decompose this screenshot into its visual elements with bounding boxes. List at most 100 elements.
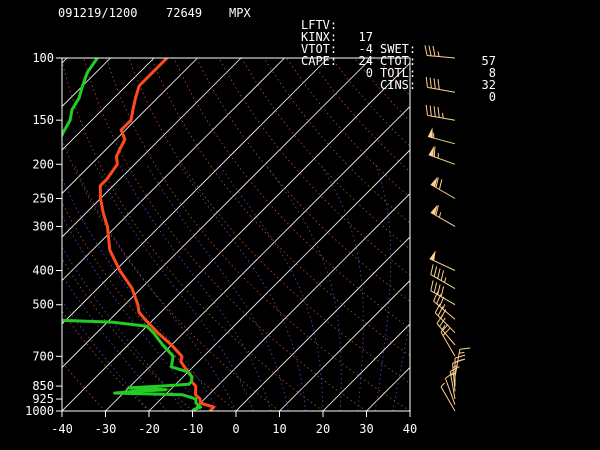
isotherm-line — [192, 192, 410, 411]
wind-barb — [454, 347, 471, 377]
dry-adiabat-line — [62, 258, 193, 411]
wind-barb — [427, 127, 456, 145]
pressure-tick-label: 1000 — [25, 404, 54, 418]
moist-adiabat-line — [62, 246, 185, 411]
dry-adiabat-line — [353, 58, 410, 122]
isotherm-line — [235, 236, 410, 411]
pressure-tick-label: 300 — [32, 219, 54, 233]
temperature-tick-label: 40 — [403, 422, 417, 436]
wind-barb — [430, 176, 456, 199]
index-value: 0 — [488, 90, 496, 104]
dry-adiabat-line — [62, 310, 150, 411]
dry-adiabat-line — [422, 58, 600, 411]
wind-barb — [428, 146, 456, 165]
wind-barb — [425, 104, 456, 121]
pressure-tick-label: 850 — [32, 379, 54, 393]
pressure-tick-label: 925 — [32, 392, 54, 406]
dry-adiabat-line — [399, 58, 410, 71]
wind-barb — [452, 359, 463, 392]
index-name: VTOT: — [301, 42, 338, 56]
temperature-tick-label: -40 — [51, 422, 73, 436]
index-value: 32 — [481, 78, 496, 92]
dry-adiabat-line — [308, 58, 410, 173]
pressure-tick-label: 150 — [32, 113, 54, 127]
isotherm-line — [148, 149, 410, 411]
temperature-tick-label: 10 — [272, 422, 286, 436]
dry-adiabat-line — [62, 59, 324, 411]
isotherm-line — [62, 58, 198, 195]
dry-adiabat-line — [196, 58, 410, 303]
moist-adiabat-line — [265, 164, 342, 411]
dry-adiabat-line — [241, 58, 410, 250]
isotherm-line — [105, 105, 410, 411]
wind-barb — [444, 371, 456, 405]
temperature-tick-label: 30 — [359, 422, 373, 436]
temperature-tick-label: 0 — [232, 422, 239, 436]
temperature-tick-label: -30 — [95, 422, 117, 436]
sounding-profiles — [62, 58, 216, 411]
dry-adiabat-line — [83, 58, 367, 411]
wind-barb — [430, 204, 456, 227]
moist-adiabat-line — [118, 164, 272, 411]
index-value: 57 — [481, 54, 496, 68]
pressure-tick-label: 250 — [32, 191, 54, 205]
dry-adiabat-line — [467, 58, 600, 411]
wind-barbs — [424, 45, 471, 412]
wind-barb — [430, 280, 456, 306]
wind-barb — [454, 354, 466, 387]
wind-barb — [434, 303, 456, 334]
isotherm-line — [62, 58, 155, 151]
dry-adiabat-line — [331, 58, 410, 147]
wind-barb — [424, 45, 456, 59]
wind-barb — [433, 291, 456, 320]
moist-adiabat-line — [392, 317, 410, 411]
dry-adiabat-line — [173, 58, 410, 329]
isotherm-line — [322, 323, 410, 411]
plot-frame — [61, 57, 411, 412]
index-name: KINX: — [301, 30, 338, 44]
wind-barb — [449, 366, 460, 400]
dry-adiabat-line — [62, 138, 280, 411]
wind-barb — [440, 324, 456, 357]
index-row: VTOT: 24 TOTL: 32 — [0, 31, 600, 91]
index-value: -4 — [358, 42, 373, 56]
moist-adiabat-line — [62, 177, 219, 411]
index-value: 8 — [488, 66, 496, 80]
dry-adiabat-line — [151, 58, 410, 356]
header-station-name: MPX — [229, 6, 251, 20]
dry-adiabat-line — [286, 58, 410, 198]
wind-barb — [425, 76, 456, 93]
index-row: LFTV: 17 SWET: 57 — [0, 7, 600, 67]
dry-adiabat-line — [263, 58, 410, 224]
pressure-tick-label: 100 — [32, 51, 54, 65]
dry-adiabat-line — [444, 58, 600, 411]
isotherm-line — [62, 62, 410, 411]
moist-adiabat-line — [62, 299, 150, 411]
wind-barb — [429, 250, 456, 271]
index-name: TOTL: — [380, 66, 417, 80]
moist-adiabat-line — [94, 164, 254, 411]
isotherm-line — [62, 58, 329, 325]
wind-barb — [430, 264, 456, 290]
pressure-tick-label: 200 — [32, 157, 54, 171]
temperature-tick-label: 20 — [316, 422, 330, 436]
moist-adiabat-line — [218, 164, 324, 411]
index-name: SWET: — [380, 42, 417, 56]
temperature-profile-line — [98, 58, 216, 411]
header-station-id: 72649 — [166, 6, 203, 20]
pressure-tick-label: 400 — [32, 264, 54, 278]
isotherm-line — [366, 366, 410, 411]
dry-adiabat-line — [128, 58, 410, 384]
header-datetime: 091219/1200 — [58, 6, 138, 20]
pressure-tick-label: 700 — [32, 349, 54, 363]
moist-adiabat-line — [146, 164, 289, 411]
index-value: 17 — [358, 30, 373, 44]
isotherm-line — [0, 58, 24, 411]
pressure-tick-label: 500 — [32, 298, 54, 312]
isotherm-line — [62, 58, 111, 108]
isotherm-line — [62, 58, 242, 238]
isotherm-line — [62, 58, 372, 369]
moist-adiabat-line — [179, 164, 306, 411]
